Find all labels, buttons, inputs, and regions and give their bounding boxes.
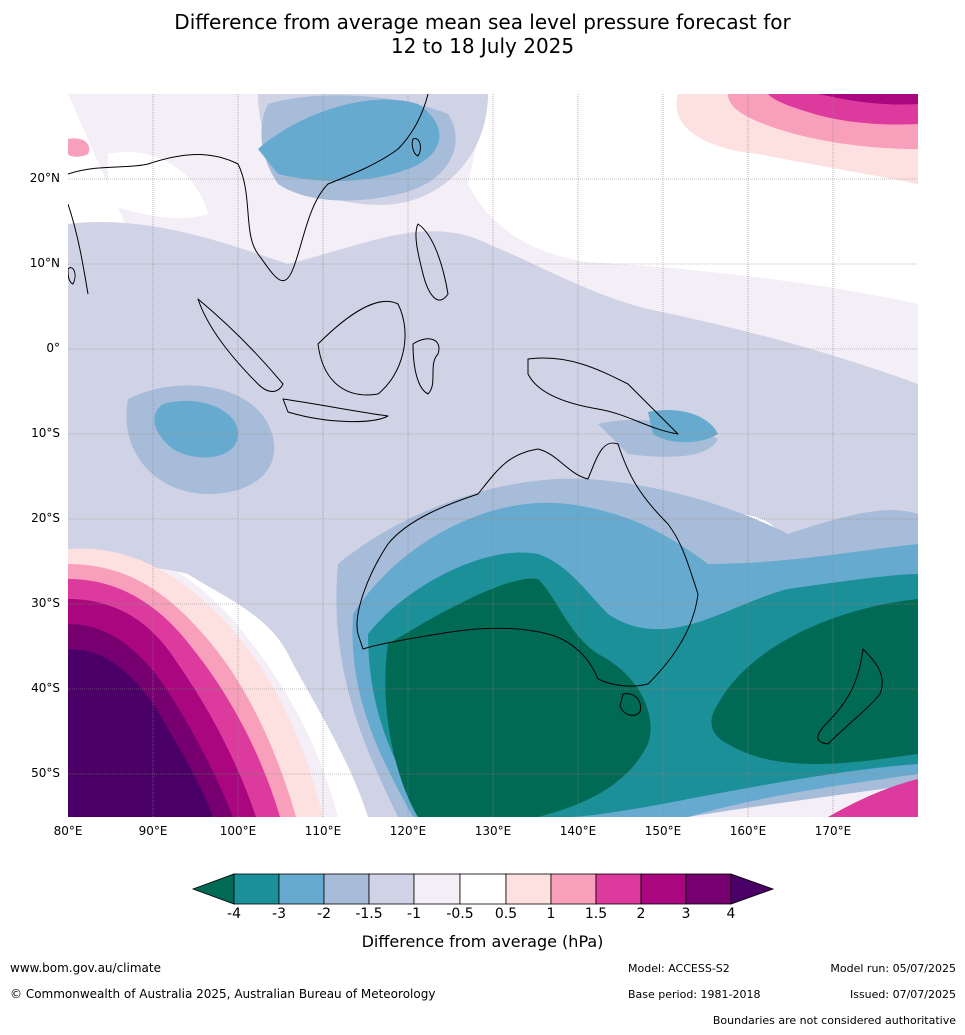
anomaly-zero-zone-west-tropic — [108, 152, 208, 219]
colorbar-swatch-1p5-2 — [595, 873, 642, 905]
chart-title: Difference from average mean sea level p… — [0, 10, 965, 58]
lon-label-100e: 100°E — [219, 824, 257, 838]
sumatra-coastline — [197, 298, 284, 392]
colorbar-swatch-2-3 — [640, 873, 687, 905]
anomaly-region-lt4-tasman — [711, 599, 918, 764]
lon-label-130e: 130°E — [474, 824, 512, 838]
india-coastline — [68, 203, 89, 295]
colorbar-swatch-1-1p5 — [550, 873, 597, 905]
map-gridlines — [68, 94, 918, 817]
sulawesi-coastline — [412, 338, 440, 395]
new-zealand-coastline — [817, 648, 883, 745]
lon-label-90e: 90°E — [138, 824, 168, 838]
boundaries-disclaimer: Boundaries are not considered authoritat… — [712, 1014, 956, 1027]
copyright-text: © Commonwealth of Australia 2025, Austra… — [10, 987, 436, 1001]
title-line-1: Difference from average mean sea level p… — [174, 10, 791, 34]
tasmania-coastline — [619, 693, 642, 716]
lon-label-80e: 80°E — [53, 824, 83, 838]
lat-label-20s: 20°S — [31, 511, 60, 525]
colorbar-tick: -1.5 — [355, 906, 383, 922]
colorbar-tick: -1 — [407, 906, 421, 922]
lat-label-40s: 40°S — [31, 681, 60, 695]
colorbar-tick: 0.5 — [494, 906, 518, 922]
lat-label-0: 0° — [46, 341, 60, 355]
lat-label-10n: 10°N — [29, 256, 60, 270]
lat-label-10s: 10°S — [31, 426, 60, 440]
colorbar-tick: -4 — [227, 906, 241, 922]
colorbar-swatch-m4-m3 — [233, 873, 280, 905]
anomaly-positive-west-4 — [68, 649, 213, 817]
anomaly-region-3-north — [258, 99, 440, 181]
lat-label-50s: 50°S — [31, 766, 60, 780]
new-guinea-coastline — [527, 357, 679, 435]
lat-label-30s: 30°S — [31, 596, 60, 610]
colorbar-swatch-m1p5-m1 — [368, 873, 415, 905]
colorbar-swatch-lt-4 — [191, 873, 235, 905]
colorbar — [191, 873, 775, 905]
lon-label-110e: 110°E — [304, 824, 342, 838]
title-line-2: 12 to 18 July 2025 — [390, 34, 575, 58]
base-period: Base period: 1981-2018 — [628, 988, 761, 1001]
colorbar-title: Difference from average (hPa) — [361, 932, 604, 951]
colorbar-swatch-m3-m2 — [278, 873, 325, 905]
pressure-anomaly-map — [68, 94, 918, 817]
issued-date: Issued: 07/07/2025 — [849, 988, 956, 1001]
colorbar-swatch-0p5-1 — [505, 873, 552, 905]
lon-label-160e: 160°E — [729, 824, 767, 838]
colorbar-tick: -0.5 — [446, 906, 474, 922]
anomaly-region-3 — [154, 400, 238, 458]
colorbar-swatch-m0p5-0p5 — [459, 873, 507, 905]
colorbar-tick: -3 — [272, 906, 286, 922]
model-run-date: Model run: 05/07/2025 — [830, 962, 956, 975]
colorbar-swatch-3-4 — [685, 873, 732, 905]
website-link[interactable]: www.bom.gov.au/climate — [10, 961, 161, 975]
model-name: Model: ACCESS-S2 — [628, 962, 730, 975]
lat-label-20n: 20°N — [29, 171, 60, 185]
sri-lanka-coastline — [68, 267, 76, 285]
anomaly-region-lt4-australia — [385, 578, 651, 817]
colorbar-tick: -2 — [317, 906, 331, 922]
australia-coastline — [356, 442, 699, 687]
lon-label-170e: 170°E — [814, 824, 852, 838]
taiwan-coastline — [411, 138, 421, 157]
borneo-coastline — [317, 300, 406, 396]
java-coastline — [282, 398, 389, 423]
anomaly-positive-se — [828, 779, 918, 817]
lon-label-140e: 140°E — [559, 824, 597, 838]
colorbar-tick: 4 — [726, 906, 736, 922]
colorbar-tick: 2 — [636, 906, 646, 922]
asia-mainland-coastline — [68, 94, 429, 282]
colorbar-swatch-gt-4 — [730, 873, 775, 905]
colorbar-swatch-m1-m0p5 — [413, 873, 461, 905]
coastlines — [68, 94, 883, 745]
lon-label-150e: 150°E — [644, 824, 682, 838]
colorbar-tick: 3 — [681, 906, 691, 922]
philippines-coastline — [415, 223, 449, 301]
anomaly-positive-ne-2 — [818, 94, 918, 105]
colorbar-swatch-m2-m1p5 — [323, 873, 370, 905]
colorbar-tick: 1 — [546, 906, 556, 922]
lon-label-120e: 120°E — [389, 824, 427, 838]
anomaly-positive-ne-tip — [68, 138, 90, 157]
colorbar-tick: 1.5 — [584, 906, 608, 922]
